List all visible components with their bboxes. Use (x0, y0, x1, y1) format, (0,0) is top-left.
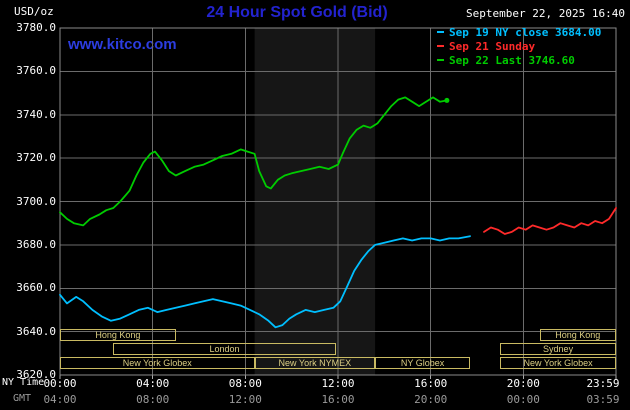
session-bar: Hong Kong (539, 329, 616, 341)
gmt-tick-label: 12:00 (228, 393, 262, 406)
session-bar: New York NYMEX (254, 357, 376, 369)
session-bar: Sydney (500, 343, 616, 355)
ny-time-tick-label: 20:00 (506, 377, 540, 390)
ny-time-tick-label: 00:00 (43, 377, 77, 390)
gmt-tick-label: 04:00 (43, 393, 77, 406)
legend: Sep 19 NY close 3684.00 Sep 21 Sunday Sep … (437, 25, 601, 67)
y-tick-label: 3760.0 (16, 64, 56, 78)
y-axis-units-label: USD/oz (14, 5, 54, 18)
plot-border (59, 27, 617, 376)
ny-time-axis-label: NY Time (2, 377, 45, 388)
price-line (59, 235, 471, 329)
session-bar: New York Globex (500, 357, 616, 369)
price-line (59, 96, 448, 227)
legend-label: Sep 19 NY close 3684.00 (449, 25, 602, 39)
legend-dash-icon (437, 59, 444, 61)
gmt-tick-label: 16:00 (321, 393, 355, 406)
legend-item: Sep 19 NY close 3684.00 (437, 25, 601, 39)
price-line (483, 207, 617, 235)
legend-item: Sep 22 Last 3746.60 (437, 53, 601, 67)
y-tick-label: 3680.0 (16, 237, 56, 251)
session-bar: New York Globex (60, 357, 255, 369)
legend-dash-icon (437, 45, 444, 47)
ny-time-tick-label: 08:00 (228, 377, 262, 390)
gmt-tick-label: 03:59 (586, 393, 620, 406)
y-tick-label: 3640.0 (16, 324, 56, 338)
legend-dash-icon (437, 31, 444, 33)
gmt-tick-label: 08:00 (136, 393, 170, 406)
session-bar: Hong Kong (60, 329, 176, 341)
gmt-axis-label: GMT (13, 393, 32, 404)
y-tick-label: 3740.0 (16, 107, 56, 121)
session-bar: NY Globex (375, 357, 471, 369)
legend-item: Sep 21 Sunday (437, 39, 601, 53)
kitco-watermark-link[interactable]: www.kitco.com (68, 36, 177, 53)
chart-title: 24 Hour Spot Gold (Bid) (206, 4, 388, 21)
ny-time-tick-label: 16:00 (414, 377, 448, 390)
legend-label: Sep 22 Last 3746.60 (449, 53, 575, 67)
gmt-tick-label: 20:00 (414, 393, 448, 406)
legend-label: Sep 21 Sunday (449, 39, 536, 53)
ny-time-tick-label: 04:00 (136, 377, 170, 390)
y-tick-label: 3620.0 (16, 368, 56, 381)
ny-time-tick-label: 12:00 (321, 377, 355, 390)
y-tick-label: 3720.0 (16, 151, 56, 165)
y-tick-label: 3780.0 (16, 21, 56, 34)
datetime-label: September 22, 2025 16:40 (466, 7, 625, 20)
ny-time-tick-label: 23:59 (586, 377, 620, 390)
gmt-tick-label: 00:00 (506, 393, 540, 406)
session-bar: London (113, 343, 336, 355)
last-price-dot (444, 97, 450, 103)
y-tick-label: 3660.0 (16, 281, 56, 295)
y-tick-label: 3700.0 (16, 194, 56, 208)
